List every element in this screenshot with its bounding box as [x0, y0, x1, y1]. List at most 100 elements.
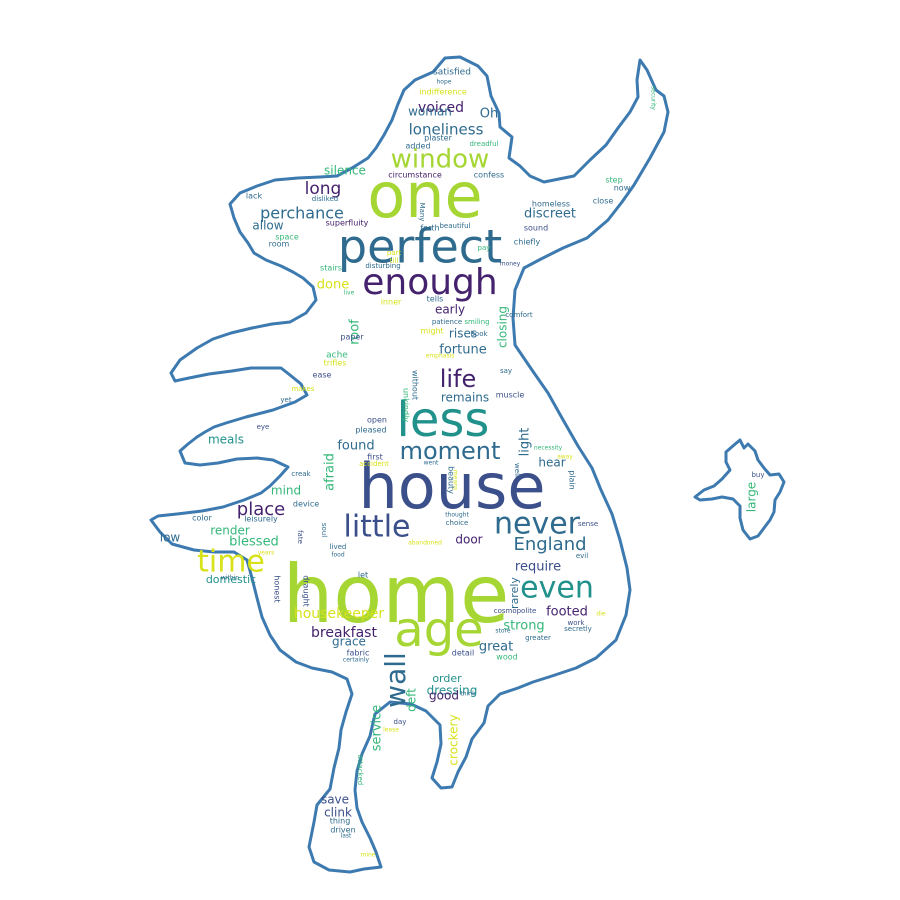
word-choice: choice — [446, 519, 469, 527]
word-house: house — [359, 450, 546, 523]
word-lease: lease — [383, 727, 399, 734]
word-sound: sound — [524, 224, 548, 233]
word-meals: meals — [208, 433, 244, 447]
word-even: even — [520, 571, 594, 606]
word-silence: silence — [324, 164, 366, 178]
word-place: place — [237, 499, 285, 520]
word-circumstance: circumstance — [388, 171, 442, 180]
word-emphasis: emphasis — [426, 353, 455, 360]
word-went: went — [424, 460, 439, 467]
word-greater: greater — [525, 634, 551, 642]
word-closing: closing — [496, 306, 510, 348]
word-homeless: homeless — [532, 200, 570, 209]
word-creak: creak — [291, 470, 311, 478]
word-let: let — [358, 571, 368, 580]
word-inner: inner — [381, 298, 402, 307]
word-blessed: blessed — [229, 535, 279, 550]
word-service: service — [370, 705, 385, 752]
word-order: order — [432, 672, 462, 685]
word-food: food — [331, 552, 344, 559]
word-security: security — [650, 86, 657, 110]
word-forth: forth — [420, 224, 439, 233]
word-discreet: discreet — [524, 207, 576, 222]
word-save: save — [321, 793, 349, 807]
word-loneliness: loneliness — [409, 121, 484, 139]
word-lack: lack — [246, 192, 263, 201]
word-yet: yet — [280, 396, 291, 404]
word-device: device — [293, 500, 319, 509]
word-thought: thought — [445, 512, 469, 519]
word-well: well — [513, 463, 521, 477]
word-hope: hope — [437, 79, 452, 86]
word-ease: ease — [313, 371, 332, 380]
word-pleased: pleased — [355, 426, 386, 435]
word-roof: roof — [348, 319, 363, 345]
word-first: first — [367, 453, 383, 462]
word-dreadful: dreadful — [469, 140, 498, 148]
word-necessity: necessity — [534, 445, 563, 452]
word-door: door — [455, 533, 482, 547]
word-unkindly: unkindly — [402, 388, 411, 422]
word-muscle: muscle — [496, 391, 525, 400]
word-stairs: stairs — [320, 264, 342, 273]
word-done: done — [317, 278, 349, 293]
word-rises: rises — [449, 327, 477, 341]
word-found: found — [337, 439, 374, 454]
word-store: store — [495, 628, 510, 635]
word-dressing: dressing — [427, 684, 478, 698]
word-driven: driven — [330, 826, 355, 835]
word-step: step — [605, 176, 622, 185]
word-cosmopolite: cosmopolite — [494, 607, 537, 615]
word-draught: draught — [302, 575, 311, 607]
word-confess: confess — [474, 171, 504, 180]
word-money: money — [500, 261, 521, 268]
word-clink: clink — [324, 806, 352, 820]
word-beauty: beauty — [447, 466, 456, 494]
word-age: age — [394, 602, 483, 658]
word-afraid: afraid — [323, 453, 338, 491]
word-plain: plain — [568, 470, 577, 490]
word-moment: moment — [400, 437, 501, 465]
word-now: now — [614, 184, 631, 193]
word-beautiful: beautiful — [439, 222, 470, 230]
word-light: light — [518, 428, 533, 457]
word-england: England — [513, 534, 586, 555]
word-disliked: disliked — [312, 195, 338, 203]
word-ache: ache — [326, 351, 348, 361]
word-oh: Oh — [480, 107, 498, 122]
word-less: less — [397, 392, 490, 448]
word-grace: grace — [332, 635, 366, 649]
word-long: long — [305, 179, 342, 199]
word-soul: soul — [320, 523, 328, 537]
word-pay: pay — [478, 244, 491, 252]
word-rarely: rarely — [508, 577, 521, 609]
word-deft: deft — [405, 688, 419, 712]
word-detail: detail — [452, 649, 474, 658]
word-part: part — [387, 249, 402, 257]
word-perchance: perchance — [260, 204, 344, 223]
word-abandoned: abandoned — [408, 540, 442, 547]
word-disturbing: disturbing — [365, 262, 400, 270]
word-within: within — [221, 575, 239, 582]
word-fortune: fortune — [439, 343, 486, 358]
word-patience: patience — [432, 318, 462, 326]
word-one: one — [367, 159, 482, 232]
word-might: might — [420, 327, 443, 336]
word-mine: mine — [360, 852, 375, 859]
word-time: time — [197, 545, 265, 580]
word-good: good — [429, 689, 459, 703]
word-comfort: comfort — [505, 311, 533, 319]
word-evil: evil — [576, 552, 588, 560]
word-till: till — [390, 257, 399, 265]
word-chiefly: chiefly — [514, 238, 541, 247]
word-allow: allow — [252, 219, 283, 233]
word-makes: makes — [292, 385, 315, 393]
word-housekeeper: housekeeper — [294, 606, 385, 622]
word-means: means — [452, 470, 459, 490]
word-fabric: fabric — [347, 649, 370, 658]
word-paper: paper — [340, 333, 364, 342]
word-away: away — [557, 454, 573, 461]
